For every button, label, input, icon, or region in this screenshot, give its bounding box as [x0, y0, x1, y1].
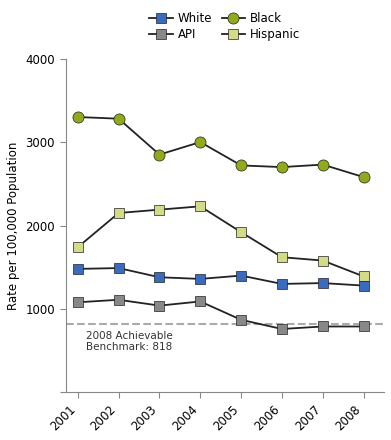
White: [321, 280, 325, 286]
Black: [198, 139, 203, 145]
Hispanic: [157, 207, 162, 212]
Black: [239, 163, 244, 168]
Line: White: White: [73, 263, 368, 290]
White: [361, 283, 366, 288]
API: [75, 300, 80, 305]
API: [157, 303, 162, 308]
Hispanic: [321, 258, 325, 263]
Y-axis label: Rate per 100,000 Population: Rate per 100,000 Population: [7, 141, 20, 310]
Black: [116, 116, 121, 121]
API: [361, 324, 366, 329]
Line: API: API: [73, 295, 368, 334]
Hispanic: [361, 274, 366, 279]
White: [157, 275, 162, 280]
Hispanic: [198, 204, 203, 209]
API: [198, 299, 203, 304]
Hispanic: [116, 210, 121, 216]
Line: Hispanic: Hispanic: [73, 202, 368, 281]
Black: [280, 165, 284, 170]
API: [116, 297, 121, 302]
Legend: White, API, Black, Hispanic: White, API, Black, Hispanic: [145, 7, 305, 46]
Black: [75, 114, 80, 120]
Black: [321, 162, 325, 167]
White: [239, 273, 244, 278]
Text: 2008 Achievable
Benchmark: 818: 2008 Achievable Benchmark: 818: [86, 331, 173, 352]
Hispanic: [239, 230, 244, 235]
Hispanic: [75, 245, 80, 250]
White: [75, 266, 80, 271]
Hispanic: [280, 255, 284, 260]
White: [198, 276, 203, 282]
API: [239, 317, 244, 323]
White: [116, 265, 121, 271]
API: [321, 324, 325, 329]
API: [280, 326, 284, 332]
Black: [157, 152, 162, 157]
Line: Black: Black: [72, 111, 369, 183]
Black: [361, 175, 366, 180]
White: [280, 281, 284, 286]
